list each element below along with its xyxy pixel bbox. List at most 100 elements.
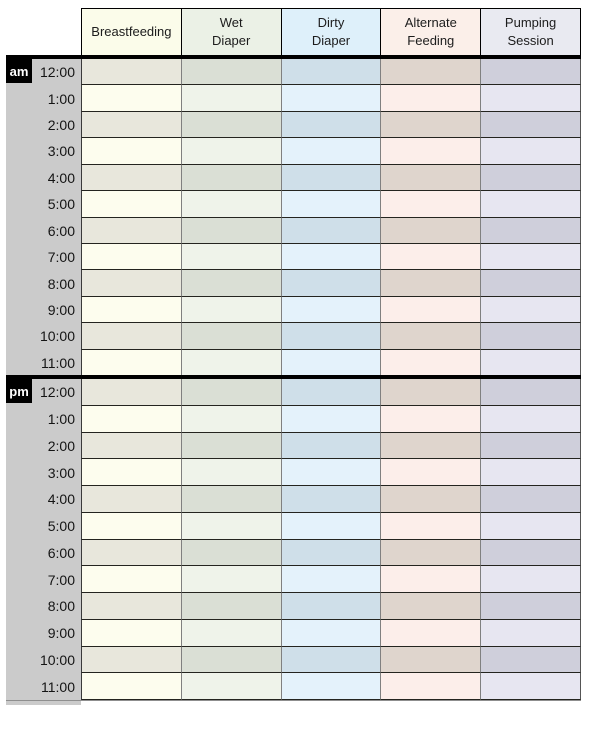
log-cell-breastfeeding	[81, 217, 181, 244]
hour-row-am-600: 6:00	[6, 217, 581, 244]
time-label: 11:00	[41, 678, 75, 695]
log-cell-dirty-diaper	[280, 59, 381, 86]
log-cell-pumping-session	[480, 405, 581, 433]
log-cell-wet-diaper	[180, 539, 281, 567]
hour-row-am-200: 2:00	[6, 111, 581, 139]
log-cell-wet-diaper	[180, 673, 281, 700]
log-cell-dirty-diaper	[280, 243, 381, 271]
log-cell-alternate-feeding	[380, 270, 481, 297]
log-cell-wet-diaper	[180, 619, 281, 647]
time-label: 6:00	[47, 222, 75, 239]
log-cell-breastfeeding	[81, 191, 181, 218]
log-cell-breastfeeding	[81, 85, 181, 112]
log-cell-alternate-feeding	[380, 243, 481, 271]
hour-row-am-100: 1:00	[6, 85, 581, 112]
time-label: 9:00	[47, 625, 75, 642]
time-label: 12:00	[39, 384, 75, 401]
log-cell-pumping-session	[480, 349, 581, 377]
log-cell-breastfeeding	[81, 323, 181, 350]
hour-row-pm-100: 1:00	[6, 405, 581, 433]
log-cell-pumping-session	[480, 111, 581, 139]
pm-badge: pm	[6, 379, 32, 403]
log-cell-wet-diaper	[180, 243, 281, 271]
log-cell-dirty-diaper	[280, 349, 381, 377]
column-header-dirty-diaper: Dirty Diaper	[280, 9, 381, 55]
time-label: 9:00	[47, 302, 75, 318]
hour-row-am-700: 7:00	[6, 243, 581, 271]
log-cell-wet-diaper	[180, 566, 281, 593]
time-label: 7:00	[47, 249, 75, 266]
column-header-wet-diaper: Wet Diaper	[180, 9, 281, 55]
column-header-alternate-feeding: Alternate Feeding	[380, 9, 481, 55]
log-cell-wet-diaper	[180, 593, 281, 620]
log-cell-dirty-diaper	[280, 566, 381, 593]
log-cell-wet-diaper	[180, 323, 281, 350]
log-cell-breastfeeding	[81, 138, 181, 165]
hour-row-pm-1200: 12:00	[6, 379, 581, 406]
log-cell-wet-diaper	[180, 191, 281, 218]
log-cell-dirty-diaper	[280, 673, 381, 700]
log-cell-dirty-diaper	[280, 111, 381, 139]
log-cell-alternate-feeding	[380, 164, 481, 192]
log-cell-wet-diaper	[180, 459, 281, 486]
log-cell-dirty-diaper	[280, 619, 381, 647]
log-cell-wet-diaper	[180, 296, 281, 324]
time-label: 4:00	[47, 169, 75, 186]
log-cell-pumping-session	[480, 619, 581, 647]
log-cell-alternate-feeding	[380, 296, 481, 324]
log-cell-breastfeeding	[81, 673, 181, 700]
am-badge: am	[6, 59, 32, 83]
log-cell-pumping-session	[480, 217, 581, 244]
time-label: 2:00	[47, 117, 75, 134]
log-cell-wet-diaper	[180, 59, 281, 86]
log-cell-alternate-feeding	[380, 459, 481, 486]
log-cell-breastfeeding	[81, 270, 181, 297]
log-cell-breastfeeding	[81, 164, 181, 192]
hour-row-pm-900: 9:00	[6, 619, 581, 647]
hour-row-am-1000: 10:00	[6, 323, 581, 350]
log-cell-breastfeeding	[81, 539, 181, 567]
log-cell-dirty-diaper	[280, 432, 381, 460]
time-label: 8:00	[47, 275, 75, 292]
time-label: 3:00	[47, 464, 75, 481]
hour-row-pm-200: 2:00	[6, 432, 581, 460]
log-cell-wet-diaper	[180, 217, 281, 244]
log-cell-pumping-session	[480, 593, 581, 620]
log-cell-wet-diaper	[180, 85, 281, 112]
log-cell-alternate-feeding	[380, 619, 481, 647]
hour-row-pm-800: 8:00	[6, 593, 581, 620]
log-cell-dirty-diaper	[280, 138, 381, 165]
time-label: 3:00	[47, 143, 75, 160]
hour-row-am-1200: 12:00	[6, 59, 581, 86]
log-cell-breastfeeding	[81, 486, 181, 513]
log-cell-alternate-feeding	[380, 566, 481, 593]
hour-row-pm-1100: 11:00	[6, 673, 581, 700]
log-cell-breastfeeding	[81, 459, 181, 486]
time-label: 10:00	[39, 328, 75, 345]
time-label: 12:00	[39, 64, 75, 81]
log-cell-alternate-feeding	[380, 432, 481, 460]
log-cell-breastfeeding	[81, 243, 181, 271]
log-cell-alternate-feeding	[380, 673, 481, 700]
log-cell-wet-diaper	[180, 405, 281, 433]
log-cell-pumping-session	[480, 85, 581, 112]
time-label: 8:00	[47, 598, 75, 615]
hour-row-am-900: 9:00	[6, 296, 581, 324]
time-label: 5:00	[47, 518, 75, 535]
log-cell-alternate-feeding	[380, 486, 481, 513]
log-cell-dirty-diaper	[280, 593, 381, 620]
hour-row-am-400: 4:00	[6, 164, 581, 192]
am-section: 12:00 1:00 2:00 3:00 4:00 5:00 6:00 7:00 8:00 9:0…	[6, 59, 581, 377]
log-cell-breastfeeding	[81, 619, 181, 647]
log-cell-dirty-diaper	[280, 323, 381, 350]
header-separator-bar	[6, 55, 581, 59]
log-cell-breastfeeding	[81, 405, 181, 433]
log-cell-breastfeeding	[81, 296, 181, 324]
time-label: 11:00	[41, 354, 75, 371]
log-cell-wet-diaper	[180, 432, 281, 460]
log-cell-pumping-session	[480, 138, 581, 165]
log-cell-breastfeeding	[81, 593, 181, 620]
log-cell-pumping-session	[480, 296, 581, 324]
ampm-separator-bar	[6, 375, 581, 379]
log-cell-pumping-session	[480, 459, 581, 486]
